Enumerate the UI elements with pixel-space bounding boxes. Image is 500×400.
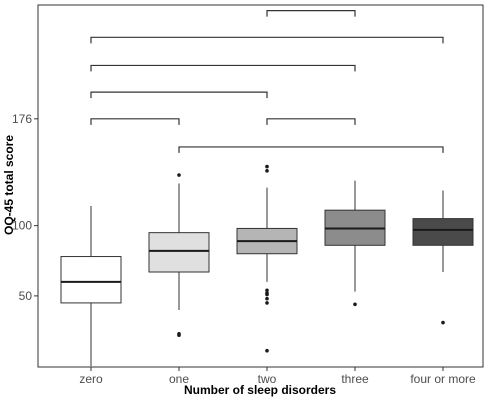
outlier-point-one-2 bbox=[177, 173, 181, 177]
comparison-bracket-zero-one-4 bbox=[90, 118, 180, 125]
box-zero bbox=[60, 205, 122, 367]
outlier-point-two-5 bbox=[265, 288, 269, 293]
box-one bbox=[148, 173, 210, 338]
box-two bbox=[236, 164, 298, 353]
comparison-bracket-two-three-5 bbox=[266, 118, 356, 125]
x-axis: zero one two three four or more bbox=[79, 367, 476, 386]
outlier-point-two-6 bbox=[265, 169, 269, 173]
y-tick-label-176: 176 bbox=[12, 112, 32, 126]
comparison-bracket-two-three-0 bbox=[266, 10, 356, 17]
x-tick-label-one: one bbox=[169, 372, 189, 386]
outlier-point-three-0 bbox=[353, 302, 357, 307]
comparison-bracket-zero-four-or-more-1 bbox=[90, 36, 444, 44]
y-axis-title: OQ-45 total score bbox=[2, 135, 16, 235]
comparison-bracket-one-four-or-more-6 bbox=[178, 146, 444, 153]
y-tick-label-50: 50 bbox=[19, 289, 33, 303]
box-three bbox=[324, 180, 386, 307]
box-body-one bbox=[148, 232, 210, 273]
plot-panel bbox=[37, 4, 484, 368]
comparison-brackets bbox=[90, 10, 444, 153]
outlier-point-one-1 bbox=[177, 332, 181, 336]
y-tick-label-100: 100 bbox=[12, 219, 32, 233]
box-body-four-or-more bbox=[412, 218, 474, 246]
box-body-zero bbox=[60, 256, 122, 304]
comparison-bracket-zero-three-2 bbox=[90, 64, 356, 72]
x-axis-title: Number of sleep disorders bbox=[184, 383, 336, 397]
outlier-point-two-4 bbox=[265, 291, 269, 295]
outlier-point-two-7 bbox=[265, 164, 269, 169]
outlier-point-two-2 bbox=[265, 296, 269, 301]
y-axis: 50 100 176 bbox=[12, 112, 38, 303]
box-four-or-more bbox=[412, 190, 474, 325]
x-tick-label-zero: zero bbox=[79, 372, 103, 386]
x-tick-label-three: three bbox=[341, 372, 369, 386]
x-tick-label-four-or-more: four or more bbox=[410, 372, 476, 386]
outlier-point-four-or-more-0 bbox=[441, 320, 445, 325]
outlier-point-two-1 bbox=[265, 301, 269, 305]
box-series bbox=[60, 164, 474, 367]
comparison-bracket-zero-two-3 bbox=[90, 91, 268, 99]
x-tick-label-two: two bbox=[258, 372, 277, 386]
outlier-point-two-0 bbox=[265, 348, 269, 353]
